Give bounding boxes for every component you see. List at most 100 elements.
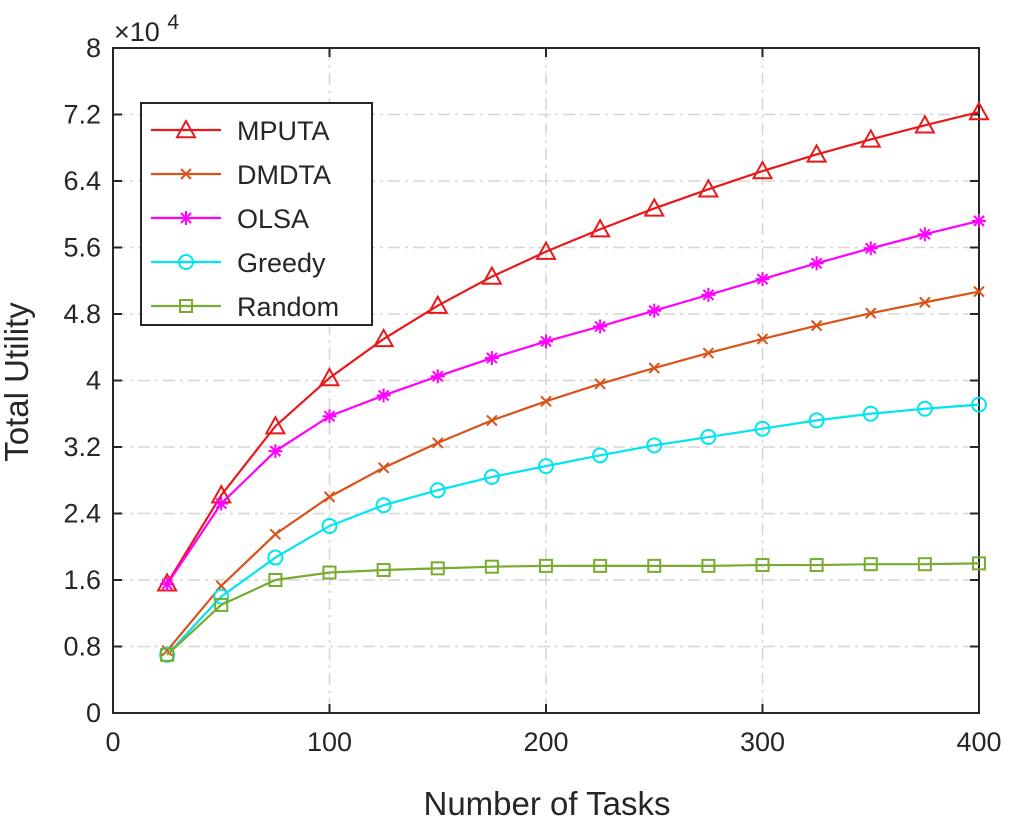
data-point-random bbox=[809, 558, 824, 573]
data-point-olsa-stroke bbox=[919, 228, 931, 240]
legend-item-mputa: MPUTA bbox=[151, 116, 330, 146]
y-tick-label: 6.4 bbox=[63, 166, 101, 196]
y-tick-label: 2.4 bbox=[63, 499, 101, 529]
data-point-random bbox=[268, 573, 283, 587]
data-point-olsa bbox=[268, 444, 283, 459]
axes: 0 100 200 300 400 0 0.8 1.6 2.4 3.2 4 4.8 5.6 6.4 7.2 8 bbox=[63, 33, 1001, 757]
series-group bbox=[156, 100, 990, 663]
data-point-dmdta-stroke bbox=[702, 347, 715, 359]
data-point-olsa-stroke bbox=[215, 497, 227, 510]
legend-item-olsa: OLSA bbox=[151, 204, 309, 234]
data-point-dmdta bbox=[432, 437, 444, 449]
data-point-dmdta bbox=[540, 395, 552, 407]
data-point-olsa bbox=[593, 319, 608, 334]
series-mputa bbox=[156, 100, 990, 592]
legend-label-random: Random bbox=[237, 292, 339, 322]
data-point-olsa-stroke bbox=[756, 273, 769, 285]
data-point-mputa bbox=[481, 265, 503, 285]
data-point-olsa-stroke bbox=[648, 304, 660, 317]
x-tick-label: 400 bbox=[956, 727, 1001, 757]
data-point-dmdta-stroke bbox=[756, 333, 769, 345]
y-tick-label: 7.2 bbox=[63, 100, 101, 130]
data-point-mputa bbox=[372, 327, 395, 348]
data-point-mputa bbox=[264, 415, 287, 435]
data-point-random bbox=[917, 557, 932, 572]
data-point-dmdta-stroke bbox=[432, 437, 444, 449]
legend-marker-greedy bbox=[178, 254, 194, 270]
data-point-random bbox=[539, 558, 553, 573]
data-point-mputa bbox=[535, 240, 557, 260]
data-point-random bbox=[160, 647, 175, 662]
data-point-dmdta-stroke bbox=[594, 378, 606, 390]
data-point-olsa-stroke bbox=[594, 320, 606, 333]
data-point-mputa bbox=[751, 159, 774, 180]
data-point-random bbox=[593, 558, 608, 573]
data-point-olsa-stroke bbox=[540, 335, 552, 348]
data-point-random bbox=[647, 558, 662, 573]
data-point-olsa bbox=[917, 227, 932, 242]
x-tick-label: 300 bbox=[740, 727, 785, 757]
y-tick-label: 4.8 bbox=[63, 299, 101, 329]
data-point-mputa bbox=[968, 100, 990, 121]
data-point-dmdta-stroke bbox=[648, 362, 660, 374]
data-point-olsa bbox=[755, 272, 770, 287]
y-tick-label: 3.2 bbox=[63, 432, 101, 462]
data-point-greedy bbox=[429, 482, 446, 499]
data-point-greedy bbox=[971, 396, 987, 413]
data-point-olsa-stroke bbox=[161, 578, 173, 590]
data-point-dmdta-stroke bbox=[215, 580, 227, 592]
data-point-greedy bbox=[483, 468, 500, 485]
data-point-olsa-stroke bbox=[865, 242, 877, 255]
data-point-dmdta bbox=[486, 414, 498, 427]
data-point-olsa bbox=[484, 351, 499, 366]
data-point-random bbox=[484, 559, 499, 574]
y-axis-title: Total Utility bbox=[0, 302, 35, 462]
y-exponent-label: ×10 4 bbox=[114, 11, 179, 47]
data-point-olsa-stroke bbox=[810, 257, 823, 270]
data-point-dmdta bbox=[973, 285, 985, 298]
data-point-mputa bbox=[860, 128, 882, 148]
data-point-olsa bbox=[647, 303, 662, 318]
series-olsa bbox=[160, 213, 986, 592]
series-line-random bbox=[166, 562, 980, 656]
legend-label-greedy: Greedy bbox=[237, 248, 326, 278]
x-tick-label: 200 bbox=[523, 727, 568, 757]
data-point-dmdta-stroke bbox=[377, 462, 390, 474]
data-point-olsa-stroke bbox=[323, 410, 336, 422]
data-point-random bbox=[376, 563, 391, 578]
data-point-olsa-stroke bbox=[702, 289, 715, 301]
legend: MPUTA DMDTA OLSA Greedy Random bbox=[140, 102, 373, 326]
y-tick-label: 4 bbox=[86, 366, 101, 396]
data-point-dmdta-stroke bbox=[865, 307, 877, 319]
data-point-greedy bbox=[808, 412, 825, 429]
data-point-olsa bbox=[863, 241, 878, 256]
data-point-mputa bbox=[643, 197, 665, 217]
data-point-dmdta bbox=[594, 378, 606, 390]
data-point-dmdta bbox=[377, 462, 390, 474]
data-point-mputa bbox=[914, 114, 936, 134]
legend-marker-dmdta-stroke bbox=[180, 168, 192, 180]
data-point-random bbox=[214, 597, 229, 612]
data-point-dmdta bbox=[702, 347, 715, 359]
legend-label-mputa: MPUTA bbox=[237, 116, 330, 146]
legend-marker-dmdta bbox=[180, 168, 192, 180]
y-tick-label: 8 bbox=[86, 33, 101, 63]
data-point-dmdta-stroke bbox=[973, 285, 985, 298]
data-point-greedy bbox=[592, 447, 609, 464]
data-point-olsa bbox=[160, 577, 175, 592]
data-point-dmdta bbox=[215, 580, 227, 592]
legend-item-greedy: Greedy bbox=[151, 248, 326, 278]
y-tick-label: 5.6 bbox=[63, 233, 101, 263]
data-point-mputa bbox=[318, 366, 341, 387]
y-exponent-base: ×10 bbox=[114, 17, 160, 47]
data-point-dmdta bbox=[269, 528, 282, 540]
data-point-random bbox=[322, 565, 337, 580]
data-point-dmdta bbox=[810, 319, 823, 332]
data-point-dmdta bbox=[161, 644, 173, 657]
data-point-olsa bbox=[430, 369, 445, 384]
legend-marker-random bbox=[179, 299, 193, 313]
data-point-dmdta-stroke bbox=[540, 395, 552, 407]
data-point-olsa bbox=[214, 496, 229, 511]
data-point-dmdta bbox=[865, 307, 877, 319]
